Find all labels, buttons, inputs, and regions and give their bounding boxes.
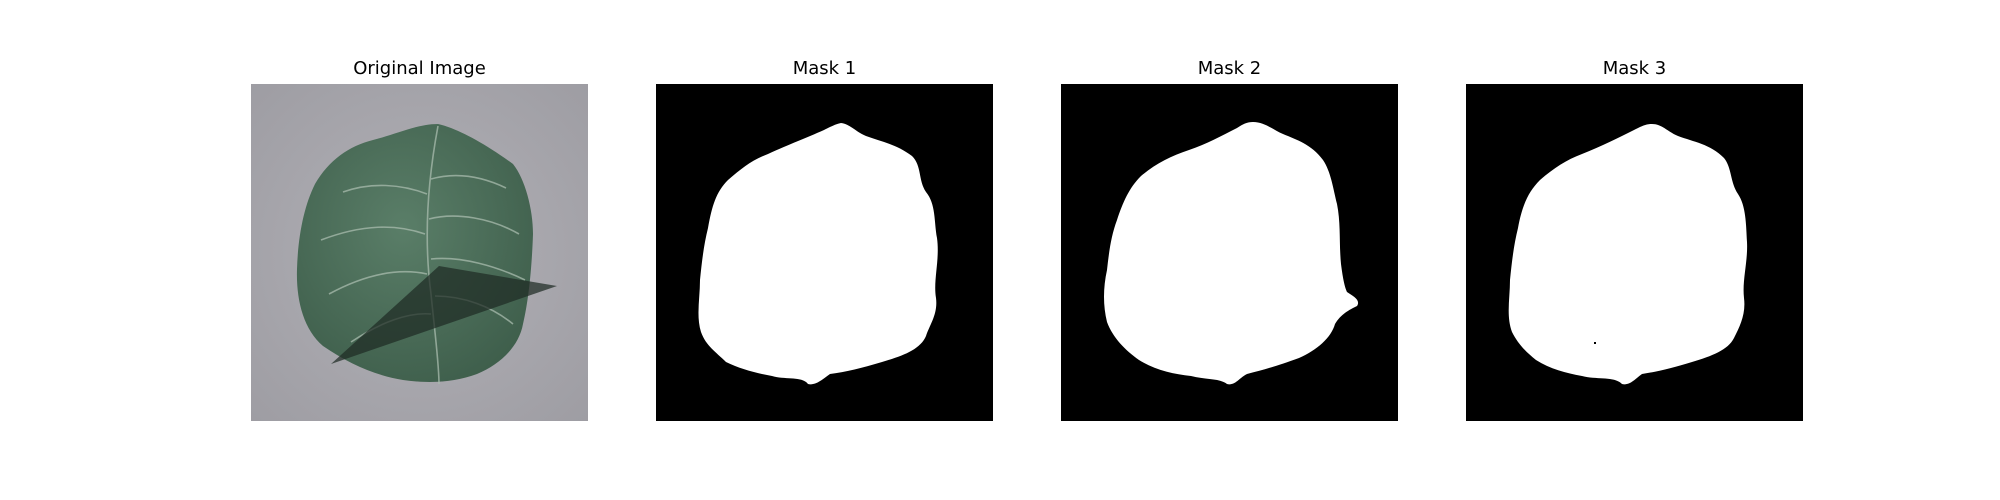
mask-2-image — [1061, 84, 1398, 421]
panel-mask-1: Mask 1 — [656, 0, 993, 500]
leaf-shape — [296, 124, 533, 382]
mask-speck — [1594, 342, 1596, 344]
shadow-wedge — [331, 266, 557, 364]
panel-mask-3: Mask 3 — [1466, 0, 1803, 500]
mask-region — [1508, 124, 1748, 385]
panel-mask-2: Mask 2 — [1061, 0, 1398, 500]
panel-original-image: Original Image — [251, 0, 588, 500]
mask-region — [1104, 122, 1359, 385]
mask-1-image — [656, 84, 993, 421]
mask-3-image — [1466, 84, 1803, 421]
panel-title: Original Image — [353, 58, 486, 79]
original-leaf-photo — [251, 84, 588, 421]
panel-title: Mask 1 — [792, 58, 857, 79]
panel-title: Mask 2 — [1197, 58, 1262, 79]
mask-region — [698, 123, 938, 385]
panel-title: Mask 3 — [1602, 58, 1667, 79]
